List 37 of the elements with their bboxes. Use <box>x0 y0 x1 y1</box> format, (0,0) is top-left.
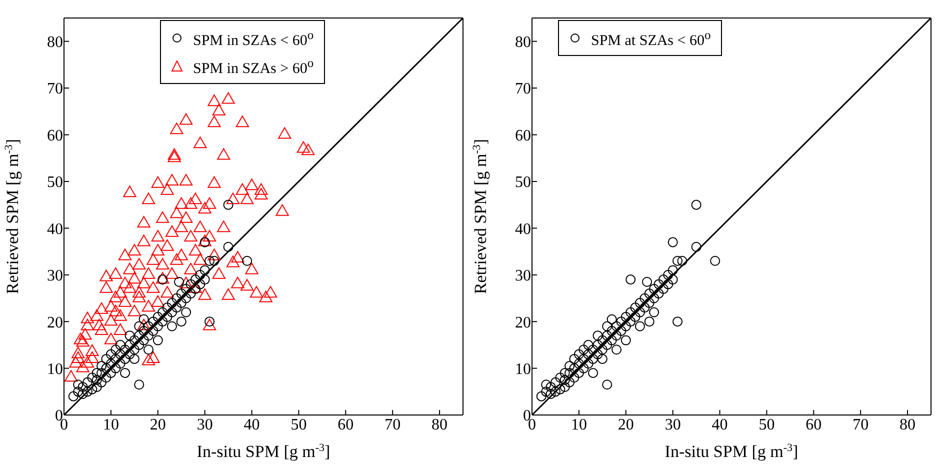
x-tick-label: 60 <box>338 416 354 434</box>
x-tick-label: 10 <box>570 416 587 434</box>
x-tick-label: 10 <box>102 416 119 434</box>
legend-label: SPM in SZAs < 60$^{o}$ <box>193 27 314 51</box>
x-tick-label: 80 <box>900 416 916 434</box>
x-tick-label: 50 <box>758 416 775 434</box>
y-tick-label: 50 <box>515 174 531 192</box>
y-tick-label: 70 <box>47 80 63 98</box>
x-tick-label: 40 <box>712 416 728 434</box>
x-tick-label: 20 <box>618 416 634 434</box>
legend-label: SPM at SZAs < 60$^{o}$ <box>591 27 711 51</box>
x-tick-label: 60 <box>806 416 822 434</box>
x-tick-label: 70 <box>852 416 869 434</box>
x-tick-label: 70 <box>384 416 401 434</box>
y-tick-label: 20 <box>47 314 63 332</box>
y-tick-label: 80 <box>515 34 531 52</box>
x-tick-label: 80 <box>432 416 448 434</box>
x-axis-title: In-situ SPM [g m$^{-3}$] <box>664 442 798 461</box>
x-axis-title: In-situ SPM [g m$^{-3}$] <box>196 442 330 461</box>
y-tick-label: 30 <box>515 268 531 285</box>
y-tick-label: 50 <box>47 174 63 192</box>
y-tick-label: 40 <box>47 220 63 238</box>
legend-label: SPM in SZAs > 60$^{o}$ <box>193 55 314 79</box>
y-tick-label: 60 <box>515 127 531 144</box>
y-tick-label: 40 <box>515 220 531 238</box>
x-tick-label: 30 <box>196 416 213 434</box>
y-tick-label: 80 <box>47 34 63 52</box>
y-tick-label: 10 <box>47 360 63 378</box>
y-tick-label: 10 <box>515 360 531 378</box>
y-tick-label: 60 <box>47 127 63 144</box>
y-tick-label: 70 <box>515 80 531 98</box>
x-tick-label: 30 <box>664 416 681 434</box>
x-tick-label: 50 <box>290 416 307 434</box>
y-tick-label: 20 <box>515 314 531 332</box>
x-tick-label: 40 <box>244 416 260 434</box>
x-tick-label: 20 <box>150 416 166 434</box>
y-tick-label: 30 <box>47 268 63 285</box>
